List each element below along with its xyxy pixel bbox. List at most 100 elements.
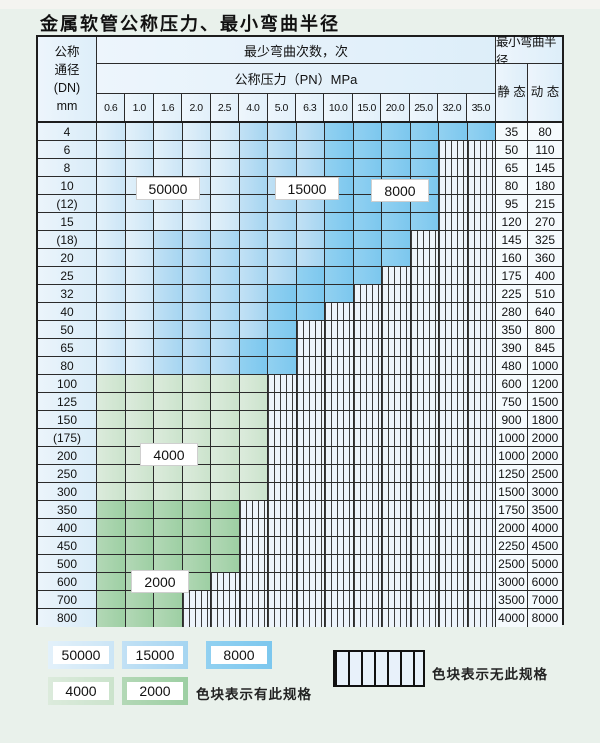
static-value-cell: 35 [496,123,528,141]
spec-cell-z50 [97,339,126,357]
spec-cell-z4 [182,411,211,429]
spec-cell-z2 [97,609,126,627]
no-spec-cell [268,555,297,573]
spec-cell-z4 [125,375,154,393]
spec-cell-z2 [182,573,211,591]
no-spec-cell [467,555,496,573]
spec-cell-z50 [97,285,126,303]
no-spec-cell [325,573,354,591]
no-spec-cell [382,519,411,537]
no-spec-cell [382,411,411,429]
dn-cell: 350 [38,501,97,519]
table-row-dn-125: 125 750 1500 [38,393,562,411]
legend-absent-note: 色块表示无此规格 [432,667,548,682]
no-spec-cell [439,303,468,321]
spec-cell-z2 [125,501,154,519]
no-spec-cell [325,591,354,609]
no-spec-cell [439,339,468,357]
legend-swatch-2000: 2000 [122,677,188,705]
static-value-cell: 50 [496,141,528,159]
dn-cell: 150 [38,411,97,429]
no-spec-cell [182,591,211,609]
spec-cell-z8 [353,213,382,231]
dynamic-value-cell: 845 [528,339,562,357]
no-spec-cell [296,573,325,591]
no-spec-cell [353,555,382,573]
spec-cell-z50 [97,249,126,267]
spec-table: 公称 通径 (DN) mm 最少弯曲次数，次 最小弯曲半径 公称压力（PN）MP… [36,35,564,627]
no-spec-cell [467,429,496,447]
no-spec-cell [353,375,382,393]
spec-cell-z50 [154,213,183,231]
no-spec-cell [410,393,439,411]
dn-cell: 80 [38,357,97,375]
no-spec-cell [296,591,325,609]
no-spec-cell [467,609,496,627]
spec-cell-z4 [211,465,240,483]
spec-cell-z15 [154,303,183,321]
dn-cell: 700 [38,591,97,609]
dn-cell: 400 [38,519,97,537]
no-spec-cell [439,537,468,555]
spec-cell-z8 [325,249,354,267]
corner-line-4: mm [56,99,78,114]
table-row-dn-80: 80 480 1000 [38,357,562,375]
table-row-dn-175: (175) 1000 2000 [38,429,562,447]
legend-swatch-15000: 15000 [122,641,188,669]
dynamic-value-cell: 1000 [528,357,562,375]
spec-cell-z4 [125,483,154,501]
legend-swatch-4000: 4000 [48,677,114,705]
pressure-tick-row: 0.6 1.0 1.6 2.0 2.5 4.0 5.0 6.3 10.0 15.0 20.0 25.0… [97,94,496,121]
legend-value: 8000 [211,646,267,664]
spec-cell-z15 [239,267,268,285]
spec-cell-z4 [211,429,240,447]
no-spec-cell [467,519,496,537]
spec-cell-z8 [353,123,382,141]
spec-cell-z50 [125,141,154,159]
static-value-cell: 390 [496,339,528,357]
spec-cell-z4 [211,447,240,465]
spec-cell-z50 [211,141,240,159]
dynamic-value-cell: 4000 [528,519,562,537]
spec-cell-z15 [239,213,268,231]
no-spec-cell [467,195,496,213]
no-spec-cell [296,411,325,429]
table-row-dn-100: 100 600 1200 [38,375,562,393]
no-spec-cell [439,267,468,285]
spec-cell-z4 [97,483,126,501]
spec-cell-z8 [353,141,382,159]
legend-value: 2000 [127,682,183,700]
spec-cell-z4 [239,375,268,393]
no-spec-cell [325,411,354,429]
dynamic-column-header: 动 态 [528,64,562,121]
table-row-dn-32: 32 225 510 [38,285,562,303]
spec-cell-z50 [97,159,126,177]
spec-cell-z4 [97,375,126,393]
no-spec-cell [353,465,382,483]
static-value-cell: 900 [496,411,528,429]
legend-value: 50000 [53,646,109,664]
dn-cell: 600 [38,573,97,591]
table-row-dn-15: 15 120 270 [38,213,562,231]
static-value-cell: 175 [496,267,528,285]
no-spec-cell [382,591,411,609]
no-spec-cell [382,573,411,591]
spec-cell-z50 [125,231,154,249]
no-spec-cell [467,537,496,555]
dynamic-value-cell: 145 [528,159,562,177]
static-value-cell: 280 [496,303,528,321]
spec-cell-z8 [382,141,411,159]
dn-corner-header: 公称 通径 (DN) mm [38,37,97,121]
spec-cell-z8 [296,267,325,285]
spec-cell-z8 [325,141,354,159]
no-spec-cell [296,537,325,555]
no-spec-cell [268,393,297,411]
no-spec-cell [410,429,439,447]
no-spec-cell [467,321,496,339]
no-spec-cell [467,447,496,465]
dynamic-value-cell: 400 [528,267,562,285]
spec-cell-z4 [125,465,154,483]
no-spec-cell [439,231,468,249]
no-spec-cell [268,447,297,465]
static-value-cell: 145 [496,231,528,249]
